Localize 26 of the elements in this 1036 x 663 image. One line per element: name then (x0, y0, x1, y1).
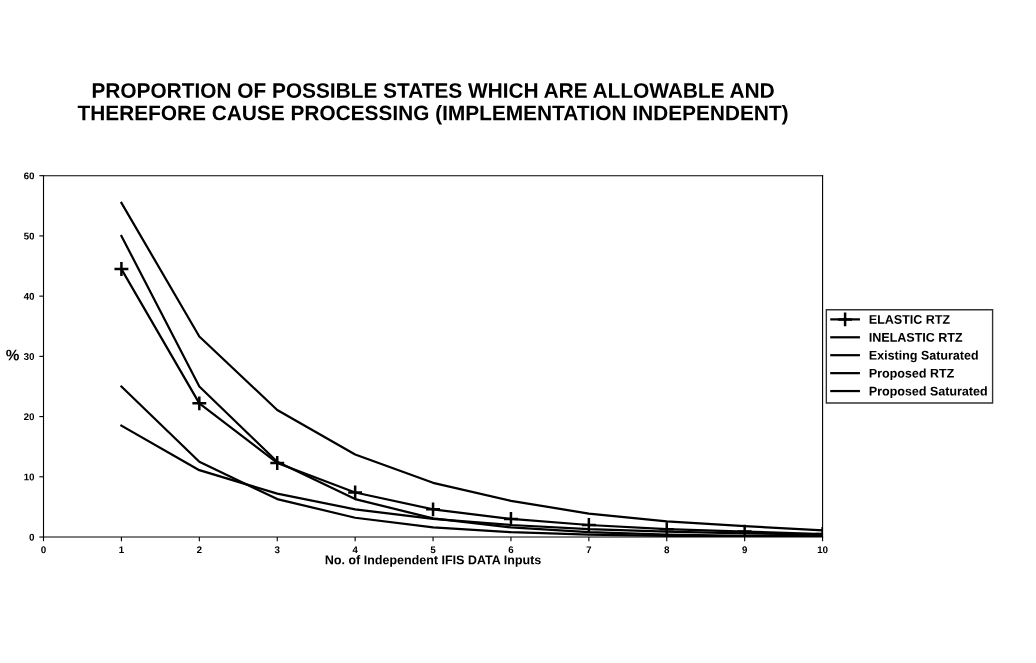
x-axis-title: No. of Independent IFIS DATA Inputs (325, 555, 541, 567)
x-tick-label: 9 (742, 546, 748, 554)
x-tick-label: 10 (817, 546, 828, 554)
legend-label: ELASTIC RTZ (869, 315, 950, 324)
legend-label: Proposed Saturated (869, 386, 987, 399)
x-tick-label: 1 (119, 546, 124, 554)
y-tick-label: 20 (24, 413, 35, 421)
y-tick-label: 30 (23, 353, 35, 360)
y-axis-title: % (6, 349, 19, 361)
y-tick-label: 10 (24, 473, 35, 481)
legend-label: Existing Saturated (869, 350, 978, 363)
y-tick-label: 0 (29, 533, 35, 541)
x-tick-label: 3 (274, 546, 280, 554)
y-tick-label: 60 (24, 172, 35, 180)
legend-label: INELASTIC RTZ (869, 332, 963, 342)
x-tick-label: 5 (430, 546, 436, 554)
x-tick-label: 0 (41, 546, 46, 554)
legend-label: Proposed RTZ (869, 368, 954, 381)
x-tick-label: 4 (352, 546, 358, 554)
x-tick-label: 7 (586, 546, 592, 554)
x-tick-label: 8 (664, 546, 670, 554)
chart-title: PROPORTION OF POSSIBLE STATES WHICH ARE ALLOWABLE AND THEREFORE CAUSE PROCESSING (IMPLEMENTATION INDEPENDENT) (77, 83, 788, 125)
y-tick-label: 50 (23, 232, 35, 240)
x-tick-label: 6 (508, 546, 514, 554)
x-tick-label: 2 (196, 546, 202, 554)
y-tick-label: 40 (23, 292, 35, 300)
